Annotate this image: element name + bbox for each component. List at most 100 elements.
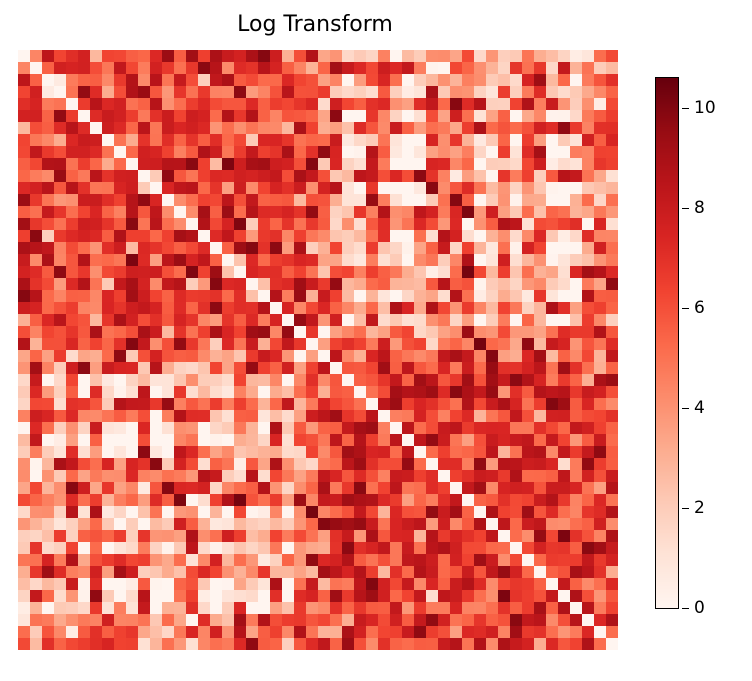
heatmap-cell	[570, 566, 582, 578]
heatmap-cell	[198, 86, 210, 98]
heatmap-cell	[174, 542, 186, 554]
heatmap-cell	[210, 398, 222, 410]
heatmap-cell	[438, 74, 450, 86]
heatmap-cell	[450, 578, 462, 590]
heatmap-cell	[42, 530, 54, 542]
heatmap-cell	[606, 314, 618, 326]
heatmap-cell	[174, 50, 186, 62]
heatmap-cell	[582, 398, 594, 410]
heatmap-cell	[366, 410, 378, 422]
heatmap-cell	[342, 314, 354, 326]
heatmap-cell	[606, 626, 618, 638]
heatmap-cell	[522, 494, 534, 506]
heatmap-cell	[102, 86, 114, 98]
heatmap-cell	[162, 638, 174, 650]
heatmap-cell	[126, 74, 138, 86]
heatmap-cell	[18, 578, 30, 590]
heatmap-cell	[606, 350, 618, 362]
heatmap-cell	[414, 350, 426, 362]
heatmap-cell	[414, 410, 426, 422]
heatmap-cell	[486, 110, 498, 122]
heatmap-cell	[438, 614, 450, 626]
heatmap-cell	[558, 170, 570, 182]
heatmap-cell	[402, 242, 414, 254]
heatmap-cell	[198, 218, 210, 230]
heatmap-cell	[282, 110, 294, 122]
heatmap-cell	[390, 230, 402, 242]
heatmap-cell	[414, 254, 426, 266]
heatmap-cell	[342, 482, 354, 494]
heatmap-cell	[570, 614, 582, 626]
heatmap-cell	[78, 602, 90, 614]
heatmap-cell	[570, 122, 582, 134]
heatmap-cell	[114, 458, 126, 470]
colorbar-tick-label: 6	[694, 298, 705, 318]
heatmap-cell	[558, 230, 570, 242]
heatmap-cell	[126, 458, 138, 470]
heatmap-cell	[402, 266, 414, 278]
heatmap-cell	[414, 290, 426, 302]
heatmap-cell	[342, 86, 354, 98]
heatmap-cell	[510, 422, 522, 434]
heatmap-cell	[522, 314, 534, 326]
heatmap-cell	[474, 434, 486, 446]
heatmap-cell	[462, 326, 474, 338]
heatmap-cell	[498, 146, 510, 158]
heatmap-cell	[594, 530, 606, 542]
heatmap-cell	[594, 470, 606, 482]
heatmap-cell	[138, 254, 150, 266]
heatmap-cell	[486, 434, 498, 446]
heatmap-cell	[402, 134, 414, 146]
heatmap-cell	[66, 110, 78, 122]
heatmap-cell	[390, 62, 402, 74]
heatmap-cell	[462, 50, 474, 62]
heatmap-cell	[402, 482, 414, 494]
heatmap-cell	[210, 566, 222, 578]
heatmap-cell	[222, 626, 234, 638]
heatmap-cell	[390, 146, 402, 158]
heatmap-cell	[438, 218, 450, 230]
heatmap-cell	[402, 542, 414, 554]
heatmap-cell	[546, 458, 558, 470]
heatmap-cell	[378, 422, 390, 434]
heatmap-cell	[390, 194, 402, 206]
heatmap-cell	[222, 98, 234, 110]
heatmap-cell	[210, 626, 222, 638]
heatmap-cell	[318, 266, 330, 278]
heatmap-cell	[546, 134, 558, 146]
heatmap-cell	[90, 398, 102, 410]
heatmap-cell	[210, 146, 222, 158]
heatmap-cell	[318, 638, 330, 650]
heatmap-cell	[354, 110, 366, 122]
heatmap-cell	[378, 110, 390, 122]
heatmap-cell	[330, 386, 342, 398]
heatmap-cell	[546, 638, 558, 650]
heatmap-cell	[606, 566, 618, 578]
heatmap-cell	[426, 110, 438, 122]
figure: Log Transform 0246810	[0, 0, 752, 681]
heatmap-cell	[606, 290, 618, 302]
heatmap-cell	[246, 398, 258, 410]
heatmap-cell	[594, 158, 606, 170]
heatmap-cell	[42, 398, 54, 410]
heatmap-cell	[54, 434, 66, 446]
heatmap-cell	[462, 374, 474, 386]
heatmap-cell	[462, 278, 474, 290]
heatmap-cell	[138, 86, 150, 98]
heatmap-cell	[414, 146, 426, 158]
heatmap-cell	[30, 338, 42, 350]
heatmap-cell	[594, 626, 606, 638]
heatmap-cell	[414, 266, 426, 278]
heatmap-cell	[66, 350, 78, 362]
heatmap-cell	[498, 578, 510, 590]
heatmap-cell	[126, 350, 138, 362]
heatmap-cell	[534, 326, 546, 338]
heatmap-cell	[522, 230, 534, 242]
heatmap-cell	[366, 350, 378, 362]
heatmap-cell	[606, 98, 618, 110]
heatmap-cell	[54, 194, 66, 206]
heatmap-cell	[366, 470, 378, 482]
heatmap-cell	[402, 638, 414, 650]
heatmap-cell	[318, 602, 330, 614]
heatmap-cell	[66, 422, 78, 434]
